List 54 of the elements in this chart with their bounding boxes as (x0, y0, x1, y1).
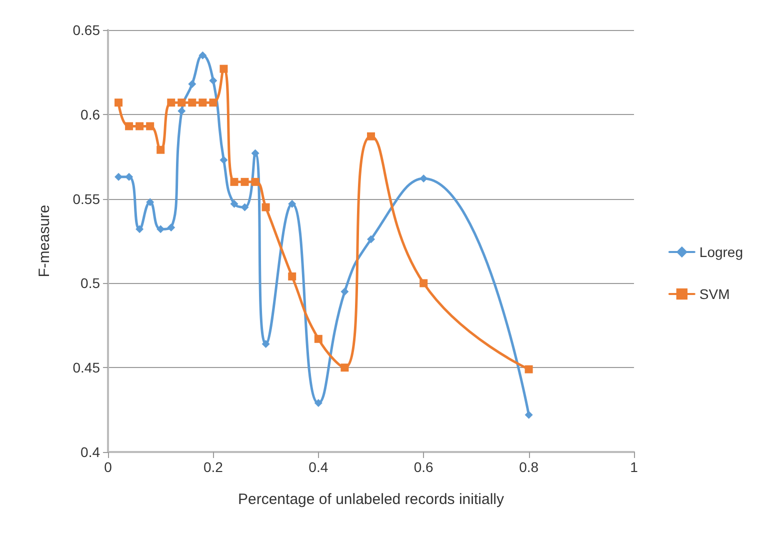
point (524, 365, 533, 374)
y-tick-label: 0.6 (80, 106, 100, 122)
x-tick-label: 0 (104, 459, 112, 475)
point (156, 146, 165, 154)
point (230, 200, 238, 208)
point (420, 279, 428, 288)
point (367, 235, 375, 244)
y-axis-title: F-measure (36, 204, 53, 278)
y-tick-label: 0.5 (80, 275, 100, 292)
point (251, 178, 260, 186)
point (198, 98, 207, 107)
point (209, 98, 218, 107)
point (240, 178, 249, 186)
point (524, 410, 533, 419)
point (262, 203, 270, 212)
x-tick-label: 1 (630, 459, 638, 475)
point (240, 203, 249, 212)
y-tick-label: 0.65 (72, 22, 100, 38)
point (288, 272, 296, 280)
point (209, 76, 218, 85)
point (178, 98, 186, 107)
x-tick-label: 0.2 (203, 459, 224, 475)
point (340, 364, 349, 372)
point (262, 340, 270, 348)
x-tick-label: 0.4 (308, 459, 328, 475)
point (146, 198, 154, 206)
legend-label: SVM (699, 286, 730, 302)
x-tick-label: 0.6 (414, 459, 434, 475)
point (288, 200, 296, 208)
point (125, 122, 134, 130)
point (136, 122, 144, 130)
point (220, 64, 228, 73)
x-tick-label: 0.8 (519, 459, 539, 475)
point (314, 399, 322, 408)
point (198, 51, 207, 60)
point (230, 178, 238, 186)
point (125, 172, 134, 181)
point (167, 98, 176, 107)
x-axis-title: Percentage of unlabeled records initially (238, 491, 504, 508)
y-tick-label: 0.4 (80, 444, 100, 460)
point (114, 98, 123, 107)
point (167, 223, 176, 232)
y-tick-label: 0.45 (72, 360, 100, 376)
point (188, 80, 196, 88)
point (251, 149, 260, 158)
point (340, 288, 349, 296)
point (188, 98, 196, 107)
point (314, 334, 322, 343)
point (367, 132, 375, 140)
point (146, 122, 154, 130)
legend-label: Logreg (699, 244, 743, 260)
point (136, 225, 144, 234)
point (220, 156, 228, 164)
y-tick-label: 0.55 (72, 190, 100, 207)
